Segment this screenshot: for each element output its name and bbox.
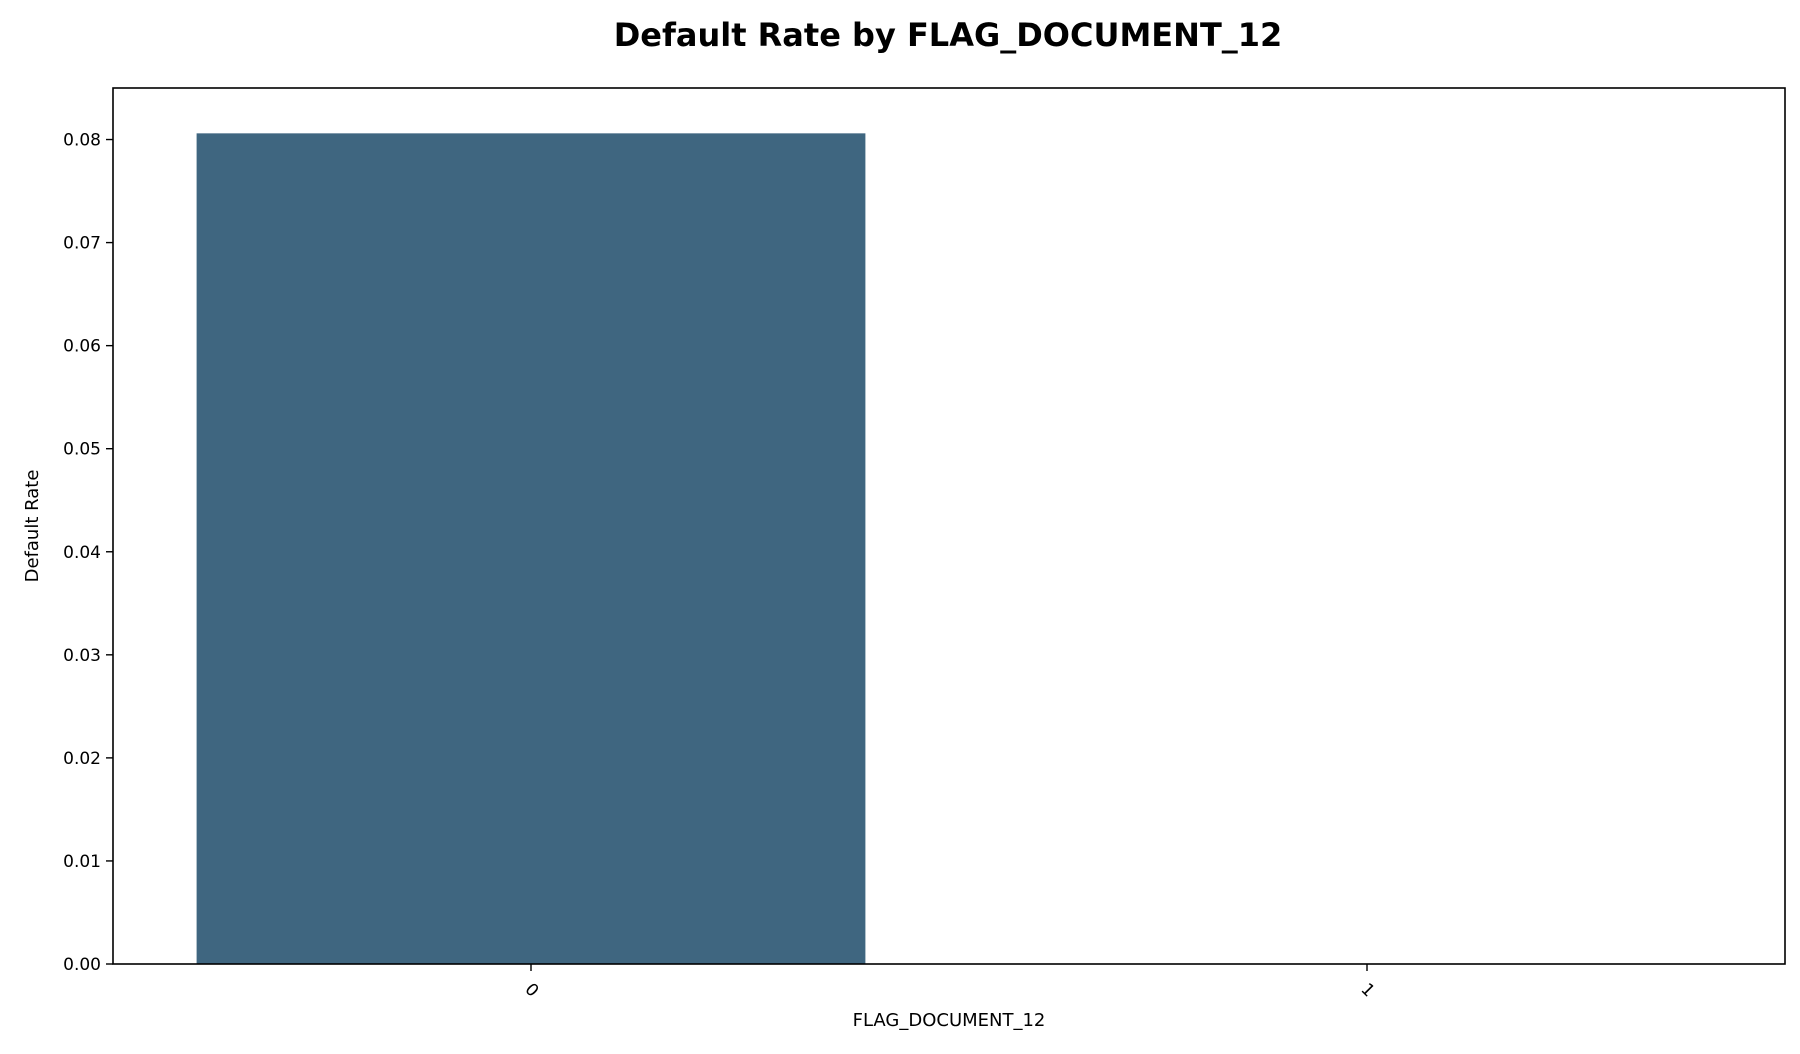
y-tick-label: 0.07 [63, 234, 101, 254]
x-axis-label: FLAG_DOCUMENT_12 [853, 1010, 1046, 1031]
y-tick-label: 0.02 [63, 749, 101, 769]
y-tick-label: 0.08 [63, 131, 101, 151]
y-tick-label: 0.03 [63, 646, 101, 666]
chart-title: Default Rate by FLAG_DOCUMENT_12 [614, 16, 1283, 54]
y-tick-label: 0.06 [63, 337, 101, 357]
y-axis-label: Default Rate [22, 470, 43, 583]
y-tick-label: 0.04 [63, 543, 101, 563]
bar-0 [196, 133, 866, 964]
y-tick-label: 0.00 [63, 955, 101, 975]
y-axis-ticks: 0.00 0.01 0.02 0.03 0.04 0.05 0.06 0.07 0.08 [63, 131, 113, 975]
y-tick-label: 0.01 [63, 852, 101, 872]
plot-frame [112, 87, 1786, 965]
bars-layer [196, 133, 866, 964]
y-tick-label: 0.05 [63, 440, 101, 460]
